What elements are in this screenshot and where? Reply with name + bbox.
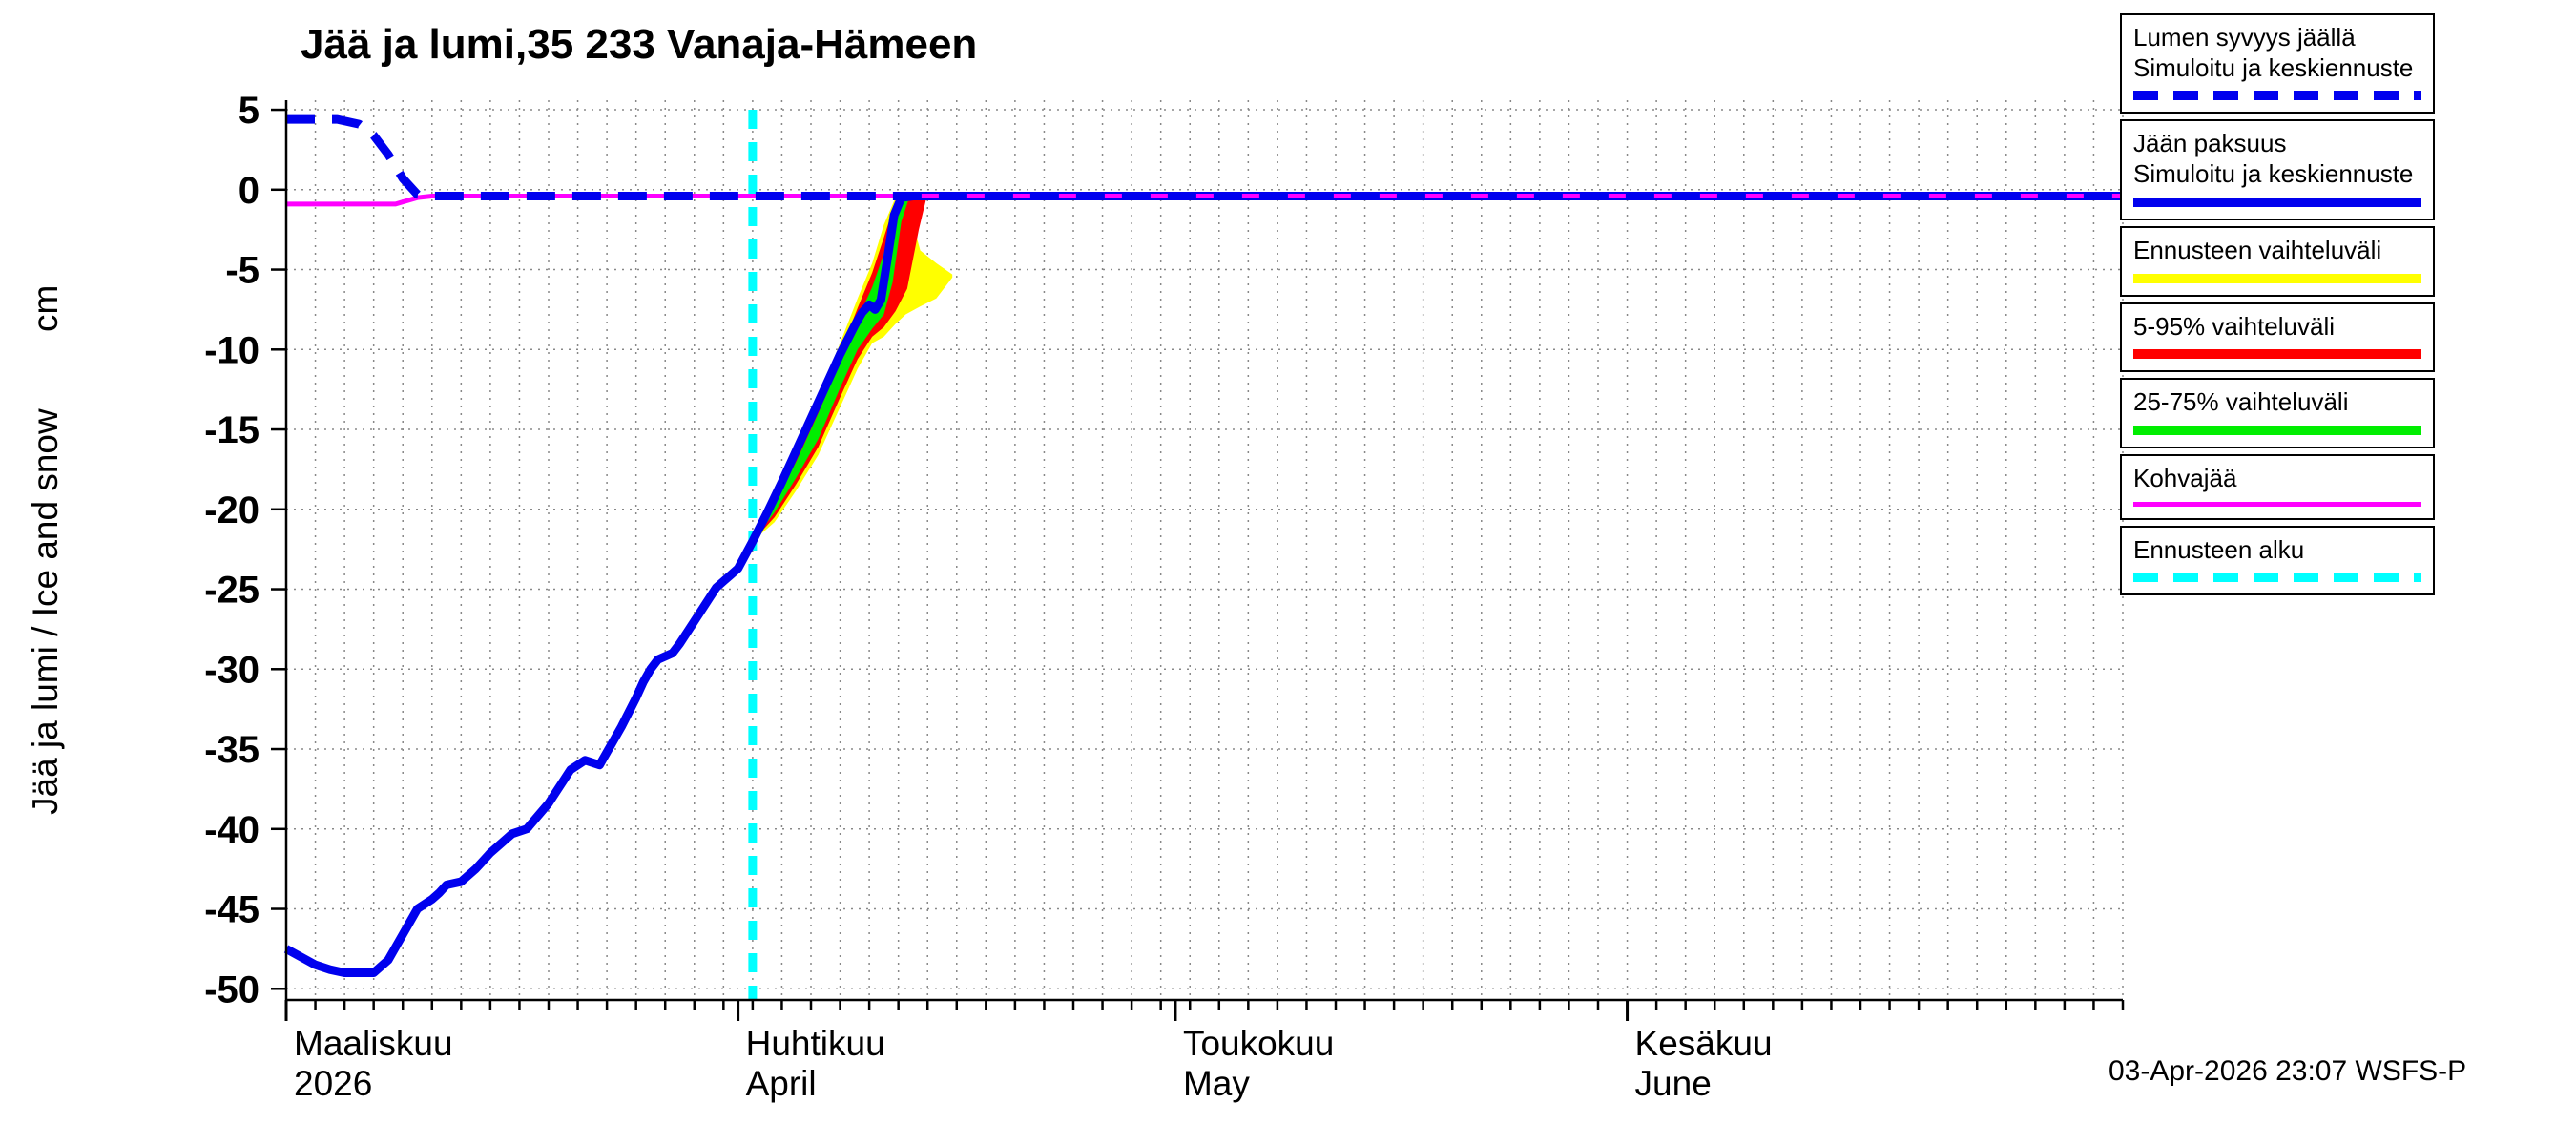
y-tick-label: -20 (204, 489, 260, 531)
y-tick-label: -35 (204, 729, 260, 771)
axes: 5 0 -5 -10 -15 -20 -25 -30 -35 -40 -45 -50 Maaliskuu… (204, 90, 2125, 1103)
month-label-fi: Huhtikuu (746, 1024, 885, 1063)
y-tick-label: -40 (204, 809, 260, 851)
month-label-en: April (746, 1064, 817, 1103)
legend-label: Lumen syvyys jäällä (2133, 23, 2356, 52)
legend-line-sample-jaan-paksuus (2133, 197, 2421, 207)
month-label-en: May (1183, 1064, 1250, 1103)
legend-line-sample-lumen-syvyys (2133, 91, 2421, 101)
data-series (283, 114, 2123, 978)
legend: Lumen syvyys jäällä Simuloitu ja keskienn… (2120, 13, 2435, 596)
legend-label: Kohvajää (2133, 464, 2237, 493)
month-label-en: 2026 (294, 1064, 372, 1103)
page-title: Jää ja lumi,35 233 Vanaja-Hämeen (301, 21, 978, 68)
legend-label: Jään paksuus (2133, 129, 2287, 158)
y-tick-label: -5 (225, 250, 260, 292)
legend-line-sample-kohvajaa (2133, 501, 2421, 507)
legend-item-jaan-paksuus: Jään paksuus Simuloitu ja keskiennuste (2120, 119, 2435, 220)
month-label-fi: Kesäkuu (1635, 1024, 1773, 1063)
month-label-en: June (1635, 1064, 1712, 1103)
y-tick-label: -45 (204, 889, 260, 931)
series-jaan-paksuus (283, 191, 2123, 978)
y-tick-label: -30 (204, 649, 260, 691)
legend-item-vaihteluvali-25-75: 25-75% vaihteluväli (2120, 378, 2435, 449)
legend-line-sample-ennusteen-vaihteluvali (2133, 273, 2421, 283)
y-tick-label: 5 (239, 90, 260, 132)
legend-label: 5-95% vaihteluväli (2133, 311, 2336, 341)
legend-line-sample-vaihteluvali-25-75 (2133, 426, 2421, 436)
legend-item-ennusteen-vaihteluvali: Ennusteen vaihteluväli (2120, 225, 2435, 297)
legend-line-sample-vaihteluvali-5-95 (2133, 349, 2421, 360)
legend-item-lumen-syvyys: Lumen syvyys jäällä Simuloitu ja keskienn… (2120, 13, 2435, 114)
legend-label: Simuloitu ja keskiennuste (2133, 159, 2414, 189)
legend-item-kohvajaa: Kohvajää (2120, 454, 2435, 520)
y-tick-label: -15 (204, 409, 260, 451)
legend-label: Ennusteen alku (2133, 534, 2305, 564)
legend-label: 25-75% vaihteluväli (2133, 387, 2349, 417)
month-label-fi: Maaliskuu (294, 1024, 453, 1063)
y-tick-label: -25 (204, 570, 260, 612)
gridlines (285, 100, 2124, 1000)
y-tick-label: -10 (204, 329, 260, 371)
legend-item-vaihteluvali-5-95: 5-95% vaihteluväli (2120, 302, 2435, 373)
legend-item-ennusteen-alku: Ennusteen alku (2120, 525, 2435, 596)
legend-label: Simuloitu ja keskiennuste (2133, 52, 2414, 82)
legend-label: Ennusteen vaihteluväli (2133, 235, 2382, 264)
month-label-fi: Toukokuu (1183, 1024, 1334, 1063)
series-lumen-syvyys (286, 114, 2123, 200)
legend-line-sample-ennusteen-alku (2133, 572, 2421, 583)
y-tick-label: 0 (239, 170, 260, 212)
y-tick-label: -50 (204, 968, 260, 1010)
timestamp: 03-Apr-2026 23:07 WSFS-P (2109, 1055, 2467, 1087)
